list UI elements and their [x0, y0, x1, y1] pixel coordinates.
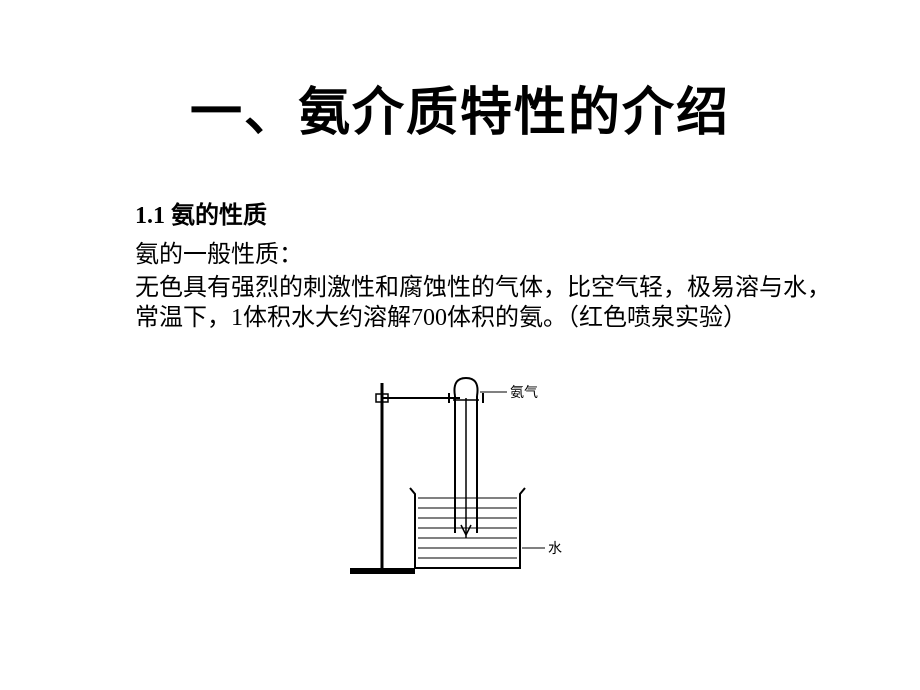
slide-container: 一、氨介质特性的介绍 1.1 氨的性质 氨的一般性质： 无色具有强烈的刺激性和腐… — [0, 0, 920, 690]
svg-text:水: 水 — [548, 541, 562, 557]
content-block: 1.1 氨的性质 氨的一般性质： 无色具有强烈的刺激性和腐蚀性的气体，比空气轻，… — [60, 195, 860, 333]
section-heading: 1.1 氨的性质 — [135, 195, 840, 230]
svg-text:氨气: 氨气 — [510, 385, 538, 401]
body-text: 无色具有强烈的刺激性和腐蚀性的气体，比空气轻，极易溶与水，常温下，1体积水大约溶… — [135, 273, 840, 333]
subheading: 氨的一般性质： — [135, 234, 840, 269]
slide-title: 一、氨介质特性的介绍 — [60, 70, 860, 145]
fountain-experiment-diagram: 氨气水 — [330, 368, 590, 588]
diagram-area: 氨气水 — [60, 368, 860, 588]
